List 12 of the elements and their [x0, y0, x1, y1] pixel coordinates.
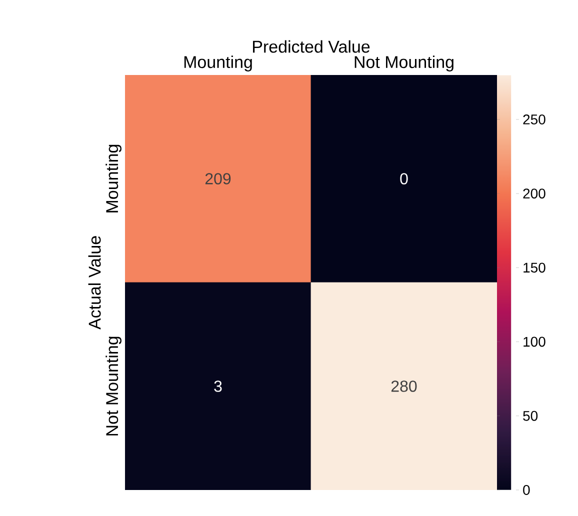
color-bar-label: 200 — [523, 188, 546, 199]
color-bar-label: 150 — [524, 262, 546, 273]
data-label: 0 — [400, 173, 408, 184]
data-label: 280 — [391, 380, 417, 392]
color-bar-label: 250 — [523, 114, 546, 124]
color-bar-label: 50 — [523, 410, 538, 421]
color-bar-label: 100 — [524, 336, 546, 347]
data-label: 209 — [205, 173, 231, 184]
data-label: 3 — [214, 380, 222, 392]
color-bar-label: 0 — [523, 485, 530, 495]
x-axis-title: Predicted Value — [253, 40, 370, 53]
y-axis-title: Actual Value — [88, 236, 101, 330]
